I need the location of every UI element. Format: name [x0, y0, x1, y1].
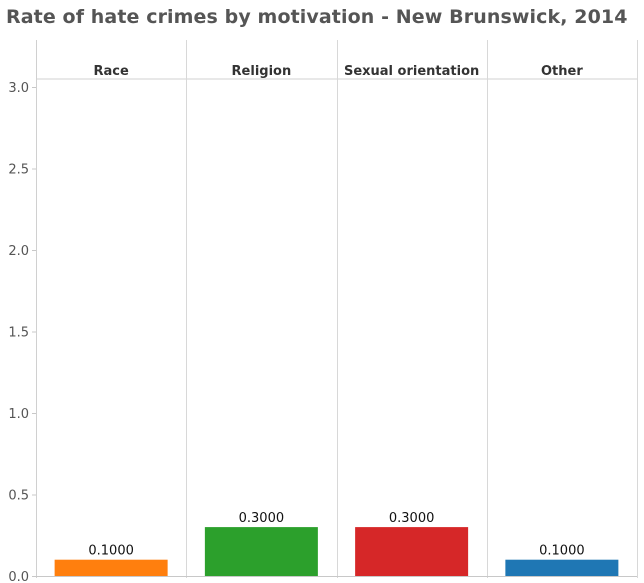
- y-tick-label: 1.0: [8, 407, 29, 422]
- bar-race[interactable]: [54, 559, 168, 576]
- category-header: Sexual orientation: [344, 64, 479, 79]
- bar-religion[interactable]: [204, 527, 318, 576]
- category-header: Race: [93, 64, 128, 79]
- bar-other[interactable]: [505, 559, 619, 576]
- y-tick-label: 0.0: [8, 570, 29, 583]
- bar-value-label: 0.3000: [389, 511, 435, 526]
- bar-value-label: 0.1000: [88, 544, 134, 559]
- bar-value-label: 0.3000: [239, 511, 285, 526]
- bar-value-label: 0.1000: [539, 544, 585, 559]
- category-header: Religion: [232, 64, 292, 79]
- category-header: Other: [541, 64, 583, 79]
- y-tick-label: 1.5: [8, 326, 29, 341]
- bar-sexual-orientation[interactable]: [355, 527, 469, 576]
- y-tick-label: 2.0: [8, 244, 29, 259]
- y-tick-label: 3.0: [8, 81, 29, 96]
- chart-title: Rate of hate crimes by motivation - New …: [6, 6, 628, 28]
- y-tick-label: 0.5: [8, 489, 29, 504]
- y-tick-label: 2.5: [8, 163, 29, 178]
